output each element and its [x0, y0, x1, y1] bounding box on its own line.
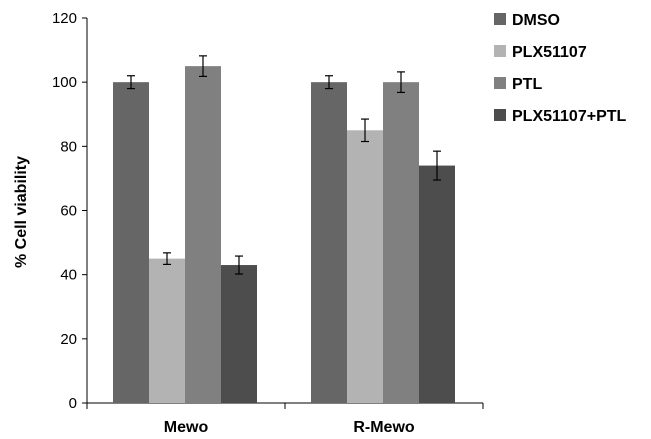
bar	[185, 66, 221, 403]
bar	[221, 265, 257, 403]
x-axis: Mewo R-Mewo	[86, 402, 484, 436]
bar	[113, 82, 149, 404]
legend: DMSO PLX51107 PTL PLX51107+PTL	[494, 12, 627, 125]
legend-label: DMSO	[512, 12, 560, 29]
legend-label: PLX51107	[512, 44, 587, 61]
bar	[347, 130, 383, 403]
legend-swatch	[494, 109, 506, 121]
y-tick-label: 20	[60, 331, 77, 348]
x-category-label: Mewo	[164, 419, 209, 436]
y-tick-label: 60	[60, 203, 77, 220]
legend-label: PTL	[512, 76, 542, 93]
y-tick-label: 0	[69, 395, 77, 412]
bar	[419, 165, 455, 403]
bars	[113, 55, 455, 404]
y-tick-label: 80	[60, 138, 77, 155]
bar	[383, 82, 419, 404]
y-tick-label: 40	[60, 267, 77, 284]
legend-label: PLX51107+PTL	[512, 108, 627, 125]
y-tick-label: 120	[52, 10, 77, 27]
legend-swatch	[494, 77, 506, 89]
bar	[311, 82, 347, 404]
y-axis-title: % Cell viability	[13, 156, 30, 268]
legend-swatch	[494, 45, 506, 57]
y-axis: 0 20 40 60 80 100 120	[52, 10, 88, 412]
legend-swatch	[494, 13, 506, 25]
bar	[149, 258, 185, 403]
x-category-label: R-Mewo	[353, 419, 415, 436]
y-tick-label: 100	[52, 74, 77, 91]
